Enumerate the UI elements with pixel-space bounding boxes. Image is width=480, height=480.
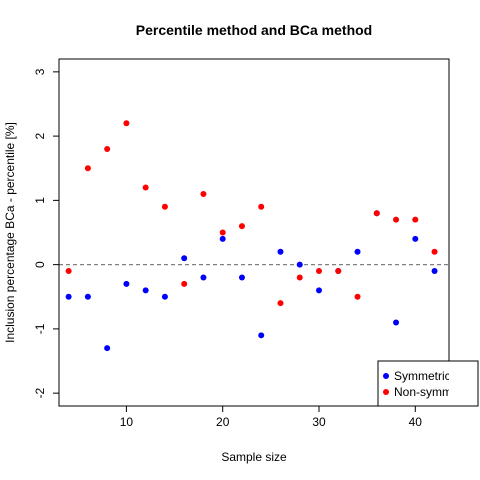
data-point-non-symm	[373, 210, 380, 217]
data-point-symmetric	[412, 235, 419, 242]
data-point-symmetric	[277, 248, 284, 255]
y-tick-label: 0	[33, 261, 47, 268]
y-tick-label: 3	[33, 68, 47, 75]
data-point-symmetric	[393, 319, 400, 326]
y-tick-label: 2	[33, 132, 47, 139]
data-point-non-symm	[431, 248, 438, 255]
y-axis-label: Inclusion percentage BCa - percentile [%…	[3, 122, 17, 343]
data-point-non-symm	[296, 274, 303, 281]
data-point-non-symm	[393, 216, 400, 223]
data-point-non-symm	[65, 268, 72, 275]
y-tick-label: 1	[33, 197, 47, 204]
data-point-non-symm	[200, 190, 207, 197]
data-point-non-symm	[238, 223, 245, 230]
legend-box	[377, 360, 479, 407]
data-point-symmetric	[142, 287, 149, 294]
data-point-symmetric	[296, 261, 303, 268]
legend-label: Symmetric	[394, 369, 451, 383]
data-point-symmetric	[219, 235, 226, 242]
y-tick-label: -1	[33, 323, 47, 334]
data-point-symmetric	[238, 274, 245, 281]
data-point-symmetric	[316, 287, 322, 294]
data-point-non-symm	[354, 293, 361, 300]
data-point-symmetric	[354, 248, 361, 255]
y-tick-label: -2	[33, 387, 47, 398]
data-point-non-symm	[219, 229, 226, 236]
data-point-non-symm	[142, 184, 149, 191]
data-point-non-symm	[123, 120, 130, 127]
data-point-non-symm	[412, 216, 419, 223]
data-point-non-symm	[316, 268, 322, 275]
data-point-symmetric	[104, 345, 111, 352]
data-point-non-symm	[335, 268, 342, 275]
data-point-symmetric	[431, 268, 438, 275]
legend-marker	[383, 373, 389, 379]
data-point-symmetric	[123, 280, 130, 287]
data-point-symmetric	[161, 293, 168, 300]
x-tick-label: 40	[409, 415, 423, 429]
x-tick-label: 20	[216, 415, 230, 429]
data-point-non-symm	[277, 300, 284, 307]
data-point-symmetric	[84, 293, 91, 300]
legend: Symmetric Non-symm	[383, 369, 452, 399]
plot-frame	[58, 58, 450, 407]
data-point-non-symm	[258, 203, 265, 210]
data-point-symmetric	[258, 332, 265, 339]
data-point-non-symm	[84, 165, 91, 172]
legend-marker	[383, 389, 389, 395]
legend-label: Non-symm	[394, 385, 452, 399]
chart-title: Percentile method and BCa method	[136, 22, 372, 38]
x-tick-label: 30	[312, 415, 326, 429]
x-axis-label: Sample size	[221, 450, 287, 464]
data-point-non-symm	[104, 145, 111, 152]
data-point-symmetric	[65, 293, 72, 300]
data-point-non-symm	[161, 203, 168, 210]
x-tick-label: 10	[120, 415, 134, 429]
data-point-non-symm	[181, 280, 188, 287]
data-point-symmetric	[181, 255, 188, 262]
data-point-symmetric	[200, 274, 207, 281]
